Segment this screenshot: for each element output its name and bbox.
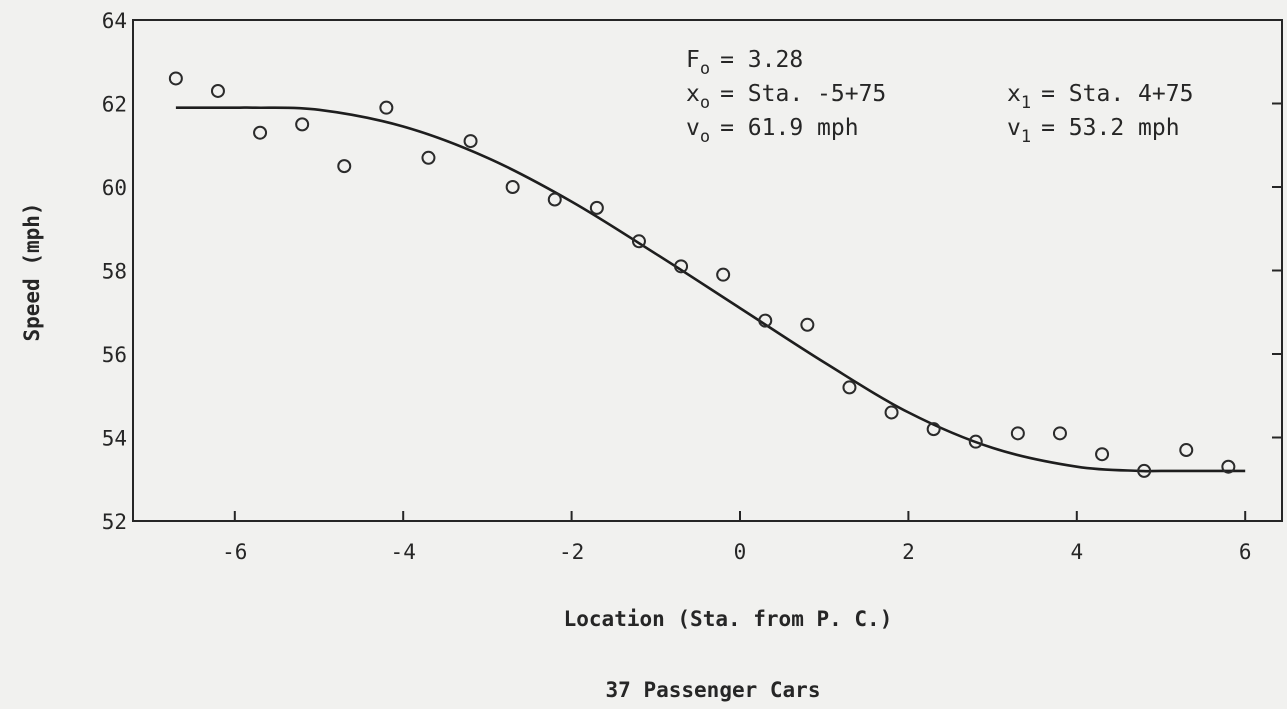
x-tick-label: 0 <box>734 540 747 564</box>
x-tick-label: -6 <box>222 540 247 564</box>
data-point <box>1137 463 1152 478</box>
x-tick-label: 6 <box>1239 540 1252 564</box>
annotation-v1: v1 = 53.2 mph <box>1007 115 1180 147</box>
x-axis-title: Location (Sta. from P. C.) <box>564 607 893 631</box>
y-tick-label: 54 <box>102 427 127 451</box>
y-tick-label: 62 <box>102 93 127 117</box>
x-tick-label: 4 <box>1070 540 1083 564</box>
y-tick-label: 64 <box>102 9 127 33</box>
data-point <box>1052 426 1067 441</box>
data-point <box>758 313 773 328</box>
data-point <box>884 405 899 420</box>
data-point <box>547 192 562 207</box>
data-point <box>716 267 731 282</box>
fitted-curve-line <box>175 106 1246 473</box>
data-point <box>421 150 436 165</box>
y-tick-label: 60 <box>102 176 127 200</box>
fitted-curve-layer <box>175 106 1246 473</box>
annotation-v0: vo = 61.9 mph <box>686 115 859 147</box>
data-point <box>295 117 310 132</box>
x-axis-ticks: -6 -4 -2 0 2 4 6 <box>222 511 1252 564</box>
data-point <box>505 180 520 194</box>
data-point <box>800 317 815 332</box>
data-point <box>210 83 225 98</box>
data-point <box>1010 426 1025 441</box>
data-points-layer <box>168 71 1236 478</box>
data-point <box>379 100 394 115</box>
data-point <box>674 259 689 274</box>
data-point <box>589 200 604 215</box>
y-axis-ticks: 52 54 56 58 60 62 64 <box>102 9 1282 534</box>
y-tick-label: 52 <box>102 510 127 534</box>
x-tick-label: -2 <box>559 540 584 564</box>
data-point <box>168 71 183 86</box>
annotation-x0: xo = Sta. -5+75 <box>686 81 886 113</box>
data-point <box>926 422 941 437</box>
data-point <box>253 125 268 140</box>
annotation-f0: Fo = 3.28 <box>686 47 803 79</box>
data-point <box>1221 459 1236 474</box>
chart-caption: 37 Passenger Cars <box>606 678 821 702</box>
data-point <box>1179 443 1194 458</box>
y-axis-title: Speed (mph) <box>20 202 44 341</box>
fit-parameters-annotation: Fo = 3.28 xo = Sta. -5+75 vo = 61.9 mph x1 =… <box>686 47 1193 147</box>
data-point <box>1095 447 1110 462</box>
x-tick-label: 2 <box>902 540 915 564</box>
data-point <box>968 434 983 449</box>
data-point <box>337 159 352 174</box>
y-tick-label: 56 <box>102 343 127 367</box>
x-tick-label: -4 <box>391 540 416 564</box>
annotation-x1: x1 = Sta. 4+75 <box>1007 81 1193 113</box>
data-point <box>631 234 646 249</box>
data-point <box>463 134 478 149</box>
y-tick-label: 58 <box>102 260 127 284</box>
data-point <box>842 380 857 395</box>
